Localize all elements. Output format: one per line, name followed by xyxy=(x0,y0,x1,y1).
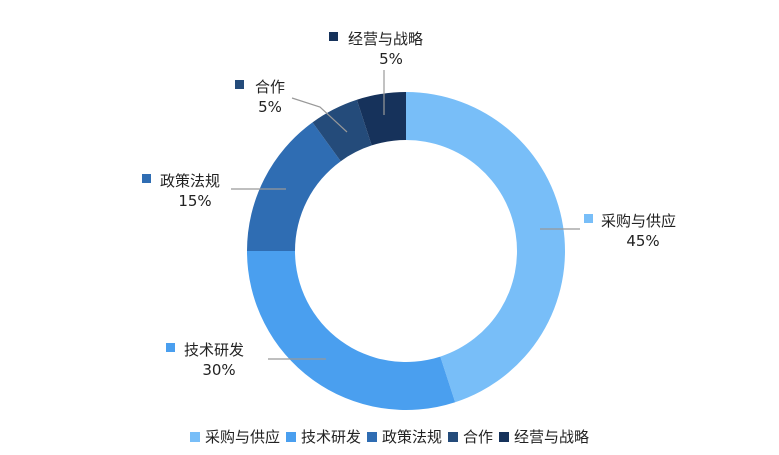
callout-marker-procurement xyxy=(584,214,593,223)
legend-swatch xyxy=(285,431,296,442)
callout-marker-strategy xyxy=(329,32,338,41)
legend-swatch xyxy=(366,431,377,442)
legend-swatch xyxy=(448,431,458,442)
legend-item-cooperation[interactable]: 合作 xyxy=(448,426,493,447)
legend-label: 经营与战略 xyxy=(514,428,590,446)
donut-slice-policy[interactable] xyxy=(247,122,341,251)
slices-layer xyxy=(247,92,565,411)
donut-slice-cooperation[interactable] xyxy=(312,99,372,162)
legend-item-rnd[interactable]: 技术研发 xyxy=(285,426,361,447)
legend-item-policy[interactable]: 政策法规 xyxy=(366,426,442,447)
callout-name-procurement: 采购与供应 xyxy=(601,212,676,230)
legend-label: 采购与供应 xyxy=(204,428,280,446)
legend-swatch xyxy=(499,431,510,442)
legend-label: 合作 xyxy=(463,428,494,446)
callout-name-strategy: 经营与战略 xyxy=(348,30,423,48)
donut-chart-canvas: 采购与供应 45% 技术研发 30% 政策法规 15% 合作 5% 经营与战略 5% xyxy=(142,30,676,411)
legend-swatch xyxy=(189,431,200,442)
callout-percent-rnd: 30% xyxy=(202,361,235,379)
callout-marker-policy xyxy=(142,174,151,183)
callout-percent-policy: 15% xyxy=(178,192,211,210)
callout-labels-layer: 采购与供应 45% 技术研发 30% 政策法规 15% 合作 5% 经营与战略 5% xyxy=(142,30,676,379)
callout-name-rnd: 技术研发 xyxy=(184,341,244,359)
callout-name-policy: 政策法规 xyxy=(160,172,220,190)
leader-line-cooperation xyxy=(291,97,348,133)
callout-name-cooperation: 合作 xyxy=(255,78,285,96)
leader-lines-layer xyxy=(231,70,580,360)
callout-percent-cooperation: 5% xyxy=(258,98,282,116)
callout-marker-cooperation xyxy=(235,80,244,89)
legend-label: 技术研发 xyxy=(300,428,361,446)
legend-label: 政策法规 xyxy=(381,428,442,446)
donut-slice-strategy[interactable] xyxy=(356,92,406,146)
callout-percent-procurement: 45% xyxy=(626,232,659,250)
donut-slice-procurement[interactable] xyxy=(406,92,565,403)
legend-item-procurement[interactable]: 采购与供应 xyxy=(189,426,280,447)
callout-marker-rnd xyxy=(166,343,175,352)
callout-percent-strategy: 5% xyxy=(379,50,403,68)
donut-slice-rnd[interactable] xyxy=(247,251,456,411)
chart-legend: 采购与供应 技术研发 政策法规 合作 经营与战略 xyxy=(0,426,779,447)
legend-item-strategy[interactable]: 经营与战略 xyxy=(499,426,589,447)
